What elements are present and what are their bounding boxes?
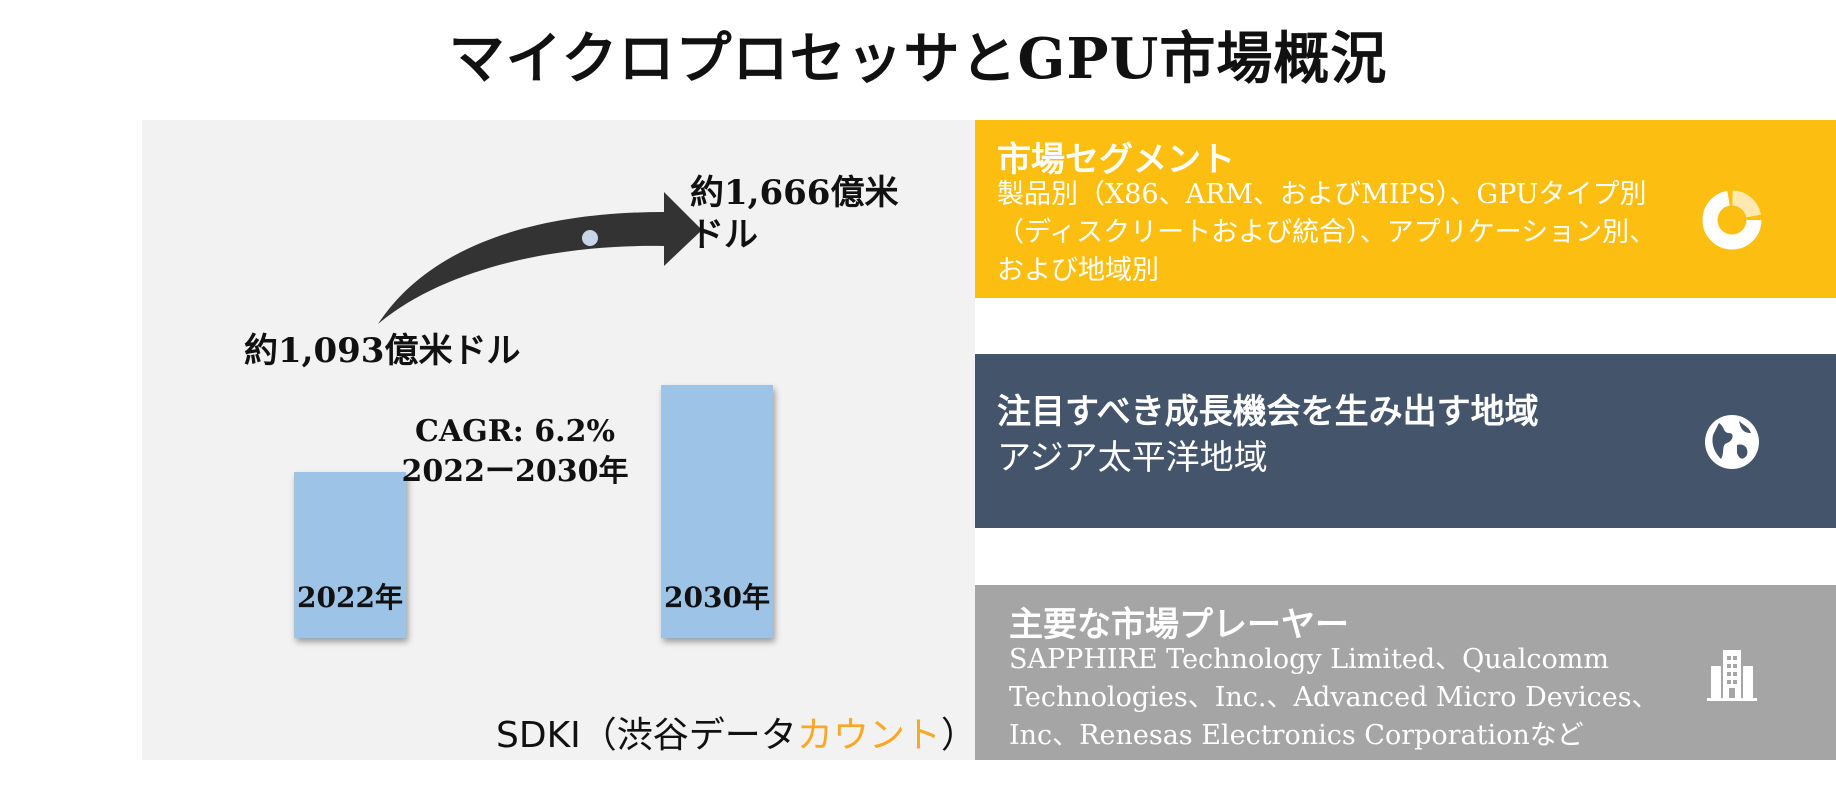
globe-icon xyxy=(1705,415,1759,469)
building-icon xyxy=(1707,650,1757,701)
region-heading: 注目すべき成長機会を生み出す地域 xyxy=(997,392,1539,432)
donut-chart-icon xyxy=(1702,190,1762,250)
segment-body: 製品別（X86、ARM、およびMIPS）、GPUタイプ別（ディスクリートおよび統… xyxy=(997,179,1657,286)
source-prefix: SDKI（渋谷データ xyxy=(496,715,797,756)
page-title: マイクロプロセッサとGPU市場概況 xyxy=(448,26,1388,92)
players-body: SAPPHIRE Technology Limited、Qualcomm Tec… xyxy=(1009,644,1659,751)
growth-arrow-shape xyxy=(378,192,702,324)
source-suffix: ） xyxy=(940,715,977,756)
players-panel: 主要な市場プレーヤー SAPPHIRE Technology Limited、Q… xyxy=(975,585,1836,760)
bar-category-label: 2022年 xyxy=(297,580,403,614)
players-heading: 主要な市場プレーヤー xyxy=(1009,605,1349,645)
segment-panel: 市場セグメント 製品別（X86、ARM、およびMIPS）、GPUタイプ別（ディス… xyxy=(975,120,1836,298)
value-label-2030: 約1,666億米ドル xyxy=(690,173,899,255)
bar-2030: 2030年 xyxy=(661,384,773,638)
bar-category-label: 2030年 xyxy=(664,580,770,614)
source-accent: カウント xyxy=(796,715,941,756)
cagr-annotation: CAGR: 6.2% 2022ー2030年 xyxy=(400,412,630,492)
region-panel: 注目すべき成長機会を生み出す地域 アジア太平洋地域 xyxy=(975,354,1836,528)
value-label-2022: 約1,093億米ドル xyxy=(244,331,521,371)
region-body: アジア太平洋地域 xyxy=(997,438,1268,478)
source-credit: SDKI（渋谷データカウント） xyxy=(496,706,977,758)
growth-arrow-dot xyxy=(582,230,598,246)
cagr-period: 2022ー2030年 xyxy=(401,454,629,489)
growth-arrow xyxy=(378,192,702,324)
cagr-rate: CAGR: 6.2% xyxy=(415,414,615,449)
chart-panel: 2022年 2030年 約1,093億米ドル 約1,666億米ドル CAGR: … xyxy=(142,120,977,760)
bar-2022: 2022年 xyxy=(294,471,406,638)
segment-heading: 市場セグメント xyxy=(997,140,1235,180)
